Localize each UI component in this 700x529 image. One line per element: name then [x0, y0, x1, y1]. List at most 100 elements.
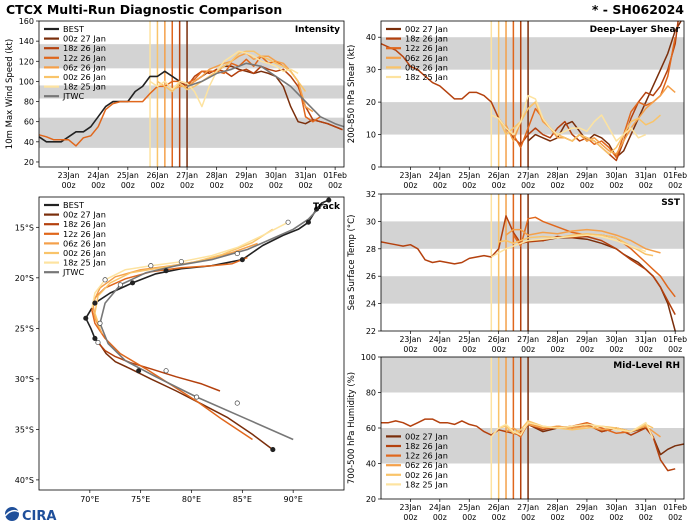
rh-xtick-sublabel-0: 00z [403, 513, 417, 522]
intensity-xtick-label-6: 29Jan [235, 171, 257, 180]
sst-xtick-sublabel-3: 00z [492, 345, 506, 354]
shear-ytick-label-40: 40 [366, 33, 376, 42]
legend-item-12z-26-jan: 12z 26 Jan [44, 53, 106, 63]
intensity-xtick-label-0: 23Jan [58, 171, 80, 180]
legend-item-18z-25-jan: 18z 25 Jan [44, 258, 106, 268]
sst-series-18z-26-jan [380, 215, 676, 315]
legend-item-00z-27-jan: 00z 27 Jan [386, 24, 448, 34]
rh-panel: 2040608010023Jan00z24Jan00z25Jan00z26Jan… [347, 353, 687, 522]
sst-xtick-label-9: 01Feb [663, 335, 687, 344]
legend-label-18z-26-jan: 18z 26 Jan [405, 34, 448, 44]
rh-xtick-label-1: 24Jan [429, 503, 451, 512]
track-series-18z-25-jan [91, 221, 289, 309]
shear-ytick-label-30: 30 [366, 66, 376, 75]
legend-item-00z-27-jan: 00z 27 Jan [44, 34, 106, 44]
legend-label-best: BEST [63, 200, 85, 210]
intensity-ytick-label-40: 40 [24, 138, 34, 147]
sst-series-06z-26-jan [505, 228, 661, 254]
track-marker-jtwc-1 [97, 320, 103, 326]
intensity-ylabel: 10m Max Wind Speed (kt) [5, 39, 15, 149]
track-xtick-label-0: 70°E [80, 495, 99, 504]
shear-frame [380, 20, 685, 168]
shear-xtick-label-9: 01Feb [663, 171, 687, 180]
legend-item-00z-26-jan: 00z 26 Jan [386, 470, 448, 480]
shear-xtick-label-5: 28Jan [547, 171, 569, 180]
intensity-xtick-label-9: 01Feb [323, 171, 347, 180]
intensity-band-0 [39, 117, 344, 148]
track-title: Track [313, 202, 341, 212]
intensity-ytick-label-80: 80 [24, 98, 34, 107]
rh-xtick-sublabel-5: 00z [550, 513, 564, 522]
intensity-xtick-sublabel-5: 00z [210, 181, 224, 190]
intensity-ytick-label-20: 20 [24, 158, 34, 167]
legend-label-18z-25-jan: 18z 25 Jan [405, 479, 448, 489]
shear-xtick-sublabel-0: 00z [403, 181, 417, 190]
legend-label-00z-26-jan: 00z 26 Jan [63, 72, 106, 82]
rh-ytick-label-20: 20 [366, 495, 376, 504]
sst-band-0 [381, 276, 684, 304]
track-panel: 70°E 75°E 80°E 85°E 90°E 15°S 20°S 25°S 30°S 35°S… [15, 196, 345, 504]
intensity-xtick-sublabel-4: 00z [180, 181, 194, 190]
legend-label-jtwc: JTWC [62, 91, 85, 101]
sst-ytick-label-26: 26 [366, 272, 376, 281]
track-xtick-label-2: 80°E [182, 495, 201, 504]
track-ytick-label-4: 35°S [15, 425, 34, 434]
intensity-series-jtwc [186, 62, 345, 128]
sst-ytick-label-30: 30 [366, 217, 376, 226]
sst-xtick-label-4: 27Jan [517, 335, 539, 344]
shear-xtick-label-2: 25Jan [458, 171, 480, 180]
legend-item-06z-26-jan: 06z 26 Jan [386, 53, 448, 63]
rh-xtick-label-8: 31Jan [635, 503, 657, 512]
track-marker-jtwc-4 [234, 400, 240, 406]
legend-item-best: BEST [44, 200, 85, 210]
legend-label-00z-27-jan: 00z 27 Jan [405, 24, 448, 34]
shear-xtick-sublabel-3: 00z [492, 181, 506, 190]
sst-xtick-sublabel-7: 00z [609, 345, 623, 354]
sst-title: SST [661, 198, 681, 208]
intensity-xtick-sublabel-9: 00z [328, 181, 342, 190]
legend-item-18z-25-jan: 18z 25 Jan [386, 72, 448, 82]
legend-item-12z-26-jan: 12z 26 Jan [386, 43, 448, 53]
legend-item-18z-26-jan: 18z 26 Jan [386, 34, 448, 44]
shear-title: Deep-Layer Shear [590, 25, 681, 35]
track-marker-best-3 [239, 257, 245, 263]
legend-item-12z-26-jan: 12z 26 Jan [386, 451, 448, 461]
legend-item-12z-26-jan: 12z 26 Jan [44, 229, 106, 239]
legend-label-12z-26-jan: 12z 26 Jan [63, 229, 106, 239]
shear-ytick-label-0: 0 [371, 163, 376, 172]
legend-label-06z-26-jan: 06z 26 Jan [63, 62, 106, 72]
shear-band-1 [381, 37, 684, 70]
legend-label-18z-25-jan: 18z 25 Jan [405, 72, 448, 82]
sst-ytick-label-32: 32 [366, 190, 376, 199]
shear-xtick-label-4: 27Jan [517, 171, 539, 180]
legend-item-18z-26-jan: 18z 26 Jan [44, 219, 106, 229]
track-series-best [85, 199, 330, 346]
rh-xtick-sublabel-9: 00z [668, 513, 682, 522]
intensity-xtick-label-8: 31Jan [295, 171, 317, 180]
track-marker-18z-25-jan-4 [102, 277, 108, 283]
legend-label-jtwc: JTWC [62, 267, 85, 277]
track-series-12z-26-jan [91, 256, 253, 441]
cira-logo-swoosh [4, 509, 20, 517]
track-marker-18z-25-jan-1 [234, 251, 240, 257]
track-ytick-label-1: 20°S [15, 274, 34, 283]
sst-xtick-label-7: 30Jan [605, 335, 627, 344]
legend-item-best: BEST [44, 24, 85, 34]
legend-item-00z-26-jan: 00z 26 Jan [44, 248, 106, 258]
track-marker-best-4 [163, 268, 169, 274]
intensity-xtick-sublabel-7: 00z [269, 181, 283, 190]
intensity-xtick-label-4: 27Jan [176, 171, 198, 180]
intensity-xtick-label-7: 30Jan [265, 171, 287, 180]
sst-xtick-label-6: 29Jan [576, 335, 598, 344]
intensity-xtick-sublabel-0: 00z [62, 181, 76, 190]
shear-xtick-label-8: 31Jan [635, 171, 657, 180]
shear-xtick-sublabel-4: 00z [521, 181, 535, 190]
track-series-00z-27-jan [99, 344, 274, 451]
sst-ytick-label-24: 24 [366, 300, 376, 309]
shear-xtick-label-6: 29Jan [576, 171, 598, 180]
rh-xtick-label-6: 29Jan [576, 503, 598, 512]
